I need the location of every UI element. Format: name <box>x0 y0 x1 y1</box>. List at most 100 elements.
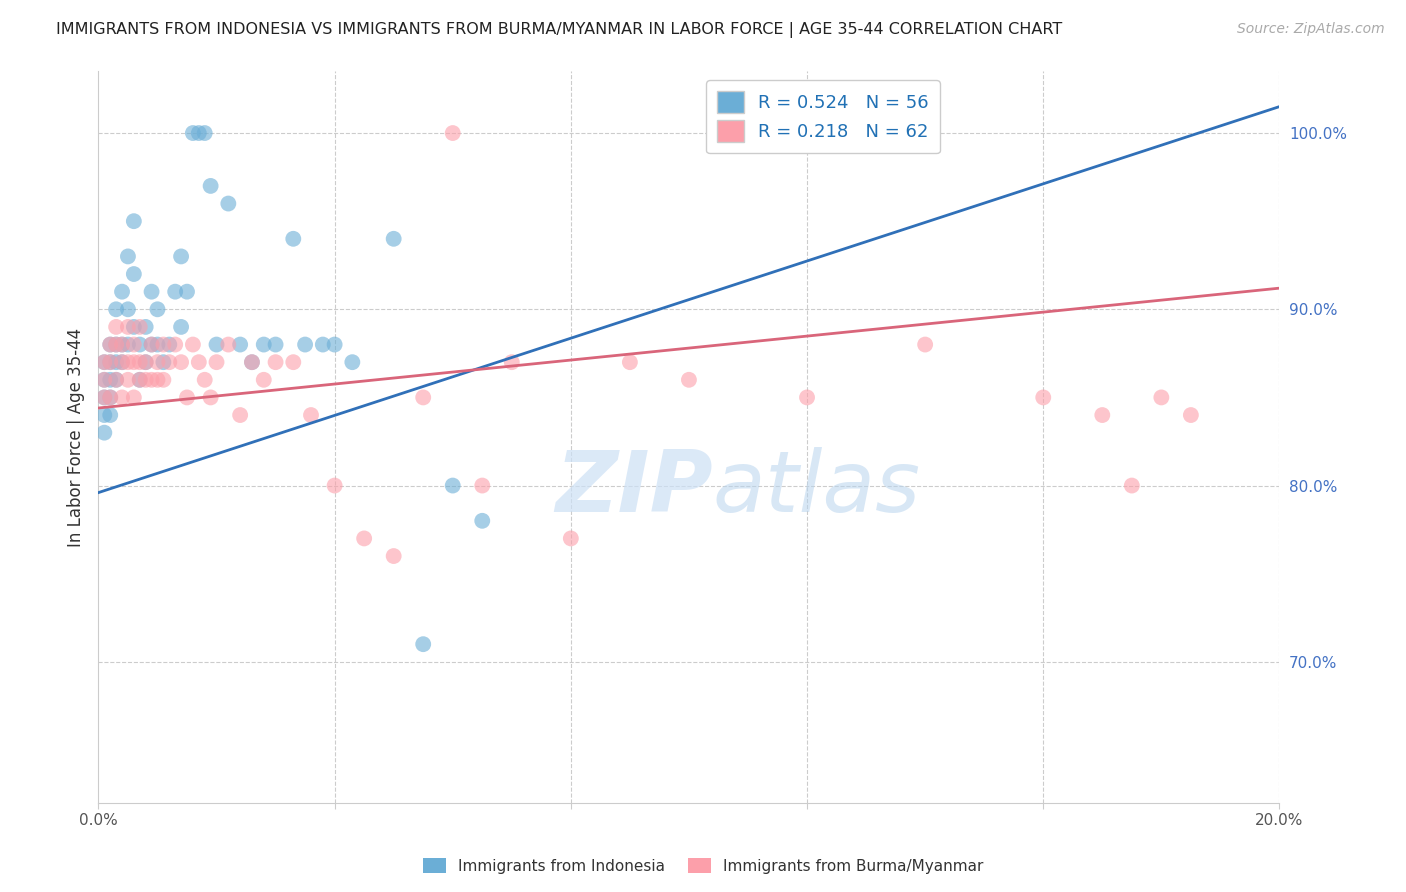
Point <box>796 391 818 405</box>
Point <box>93 355 115 369</box>
Point <box>93 355 115 369</box>
Point <box>229 337 252 351</box>
Point <box>152 355 174 369</box>
Point <box>105 337 128 351</box>
Point <box>412 391 434 405</box>
Text: atlas: atlas <box>713 447 921 530</box>
Point <box>157 337 180 351</box>
Point <box>194 373 217 387</box>
Point <box>117 320 139 334</box>
Point <box>283 355 305 369</box>
Point <box>141 337 163 351</box>
Point <box>105 302 128 317</box>
Legend: Immigrants from Indonesia, Immigrants from Burma/Myanmar: Immigrants from Indonesia, Immigrants fr… <box>416 852 990 880</box>
Point <box>678 373 700 387</box>
Point <box>98 355 121 369</box>
Point <box>165 285 187 299</box>
Point <box>117 355 139 369</box>
Point <box>128 355 150 369</box>
Point <box>93 408 115 422</box>
Point <box>253 337 276 351</box>
Point <box>111 337 134 351</box>
Point <box>105 320 128 334</box>
Point <box>146 337 169 351</box>
Point <box>205 337 228 351</box>
Point <box>122 267 145 281</box>
Point <box>122 337 145 351</box>
Point <box>1091 408 1114 422</box>
Point <box>111 355 134 369</box>
Point <box>98 391 121 405</box>
Point <box>128 337 150 351</box>
Point <box>98 391 121 405</box>
Point <box>619 355 641 369</box>
Point <box>914 337 936 351</box>
Point <box>117 302 139 317</box>
Point <box>105 373 128 387</box>
Point <box>253 373 276 387</box>
Point <box>229 408 252 422</box>
Point <box>135 320 157 334</box>
Point <box>152 373 174 387</box>
Point <box>165 337 187 351</box>
Point <box>146 373 169 387</box>
Point <box>98 373 121 387</box>
Point <box>1150 391 1173 405</box>
Point <box>323 337 346 351</box>
Point <box>111 391 134 405</box>
Point <box>105 337 128 351</box>
Point <box>382 549 405 563</box>
Point <box>1180 408 1202 422</box>
Point <box>342 355 364 369</box>
Point <box>200 178 222 193</box>
Point <box>176 391 198 405</box>
Point <box>122 320 145 334</box>
Point <box>200 391 222 405</box>
Point <box>146 302 169 317</box>
Point <box>111 337 134 351</box>
Point <box>146 355 169 369</box>
Point <box>412 637 434 651</box>
Point <box>135 355 157 369</box>
Point <box>217 196 239 211</box>
Point <box>176 285 198 299</box>
Point <box>471 514 494 528</box>
Point <box>128 373 150 387</box>
Point <box>141 285 163 299</box>
Point <box>135 373 157 387</box>
Legend: R = 0.524   N = 56, R = 0.218   N = 62: R = 0.524 N = 56, R = 0.218 N = 62 <box>706 80 939 153</box>
Point <box>294 337 316 351</box>
Point <box>117 373 139 387</box>
Point <box>93 373 115 387</box>
Point <box>105 355 128 369</box>
Point <box>117 337 139 351</box>
Y-axis label: In Labor Force | Age 35-44: In Labor Force | Age 35-44 <box>66 327 84 547</box>
Point <box>1032 391 1054 405</box>
Point <box>122 391 145 405</box>
Point <box>299 408 322 422</box>
Point <box>93 391 115 405</box>
Point <box>181 126 204 140</box>
Text: ZIP: ZIP <box>555 447 713 530</box>
Point <box>312 337 335 351</box>
Point <box>382 232 405 246</box>
Point <box>441 478 464 492</box>
Point <box>170 249 193 263</box>
Point <box>170 355 193 369</box>
Point <box>157 355 180 369</box>
Point <box>170 320 193 334</box>
Point <box>122 355 145 369</box>
Point <box>501 355 523 369</box>
Point <box>152 337 174 351</box>
Point <box>217 337 239 351</box>
Point <box>240 355 263 369</box>
Point <box>353 532 375 546</box>
Point <box>187 355 209 369</box>
Point <box>1121 478 1143 492</box>
Point <box>98 408 121 422</box>
Point <box>264 355 287 369</box>
Point <box>194 126 217 140</box>
Point <box>240 355 263 369</box>
Point <box>187 126 209 140</box>
Point <box>93 425 115 440</box>
